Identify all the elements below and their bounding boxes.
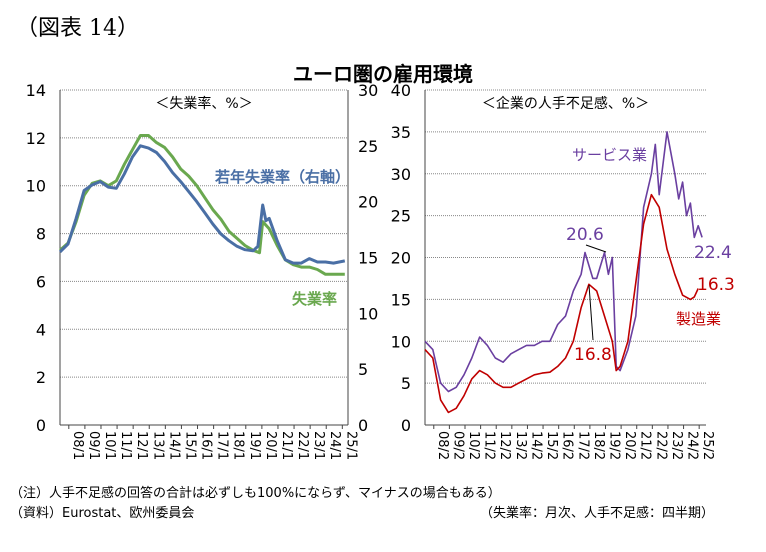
- manufacturing-label: 製造業: [676, 310, 721, 328]
- y-tick-label: 6: [36, 272, 46, 291]
- x-tick-label: 18/2: [591, 431, 606, 460]
- note-text: （注）人手不足感の回答の合計は必ずしも100%にならず、マイナスの場合もある）: [10, 486, 501, 501]
- series-line-0: [424, 131, 703, 393]
- x-tick-label: 09/1: [86, 431, 101, 460]
- y-tick-label: 25: [391, 207, 411, 226]
- x-tick-label: 24/1: [327, 431, 342, 460]
- y-right-tick-label: 0: [358, 416, 368, 435]
- y-tick-label: 5: [401, 374, 411, 393]
- x-tick-label: 22/2: [653, 431, 668, 460]
- x-tick-label: 08/2: [435, 431, 450, 460]
- x-tick-label: 09/2: [450, 431, 465, 460]
- y-tick-label: 2: [36, 368, 46, 387]
- source-text: （資料）Eurostat、欧州委員会: [10, 506, 195, 521]
- y-tick-label: 14: [26, 81, 46, 100]
- x-tick-label: 12/1: [134, 431, 149, 460]
- x-tick-label: 23/2: [669, 431, 684, 460]
- y-tick-label: 0: [36, 416, 46, 435]
- y-tick-label: 40: [391, 81, 411, 100]
- series-line-0: [58, 134, 345, 276]
- y-tick-label: 15: [391, 290, 411, 309]
- x-tick-label: 21/2: [638, 431, 653, 460]
- y-right-tick-label: 25: [358, 137, 378, 156]
- panel-title: ＜企業の人手不足感、%＞: [482, 95, 649, 112]
- series-line-1: [424, 193, 699, 414]
- x-tick-label: 12/2: [497, 431, 512, 460]
- x-tick-label: 16/2: [560, 431, 575, 460]
- y-right-tick-label: 10: [358, 304, 378, 323]
- x-tick-label: 13/1: [150, 431, 165, 460]
- x-tick-label: 15/1: [182, 431, 197, 460]
- chart-title: ユーロ圏の雇用環境: [293, 62, 473, 86]
- panel-title: ＜失業率、%＞: [155, 95, 252, 112]
- leader-line: [585, 244, 607, 253]
- x-tick-label: 21/1: [279, 431, 294, 460]
- x-tick-label: 25/1: [343, 431, 358, 460]
- x-tick-label: 10/1: [102, 431, 117, 460]
- y-tick-label: 4: [36, 320, 46, 339]
- x-tick-label: 20/1: [263, 431, 278, 460]
- x-tick-label: 16/1: [199, 431, 214, 460]
- x-tick-label: 17/1: [215, 431, 230, 460]
- y-tick-label: 30: [391, 165, 411, 184]
- x-tick-label: 22/1: [295, 431, 310, 460]
- y-right-tick-label: 15: [358, 249, 378, 268]
- y-right-tick-label: 5: [358, 360, 368, 379]
- services-label: サービス業: [572, 146, 647, 164]
- x-tick-label: 08/1: [70, 431, 85, 460]
- series-line-1: [58, 144, 346, 265]
- manufacturing-peak-value: 16.8: [574, 345, 612, 365]
- figure-label: （図表 14）: [16, 16, 139, 41]
- x-tick-label: 11/1: [118, 431, 133, 460]
- unemployment-label: 失業率: [292, 290, 337, 308]
- services-latest-value: 22.4: [694, 243, 732, 263]
- x-tick-label: 19/1: [247, 431, 262, 460]
- y-tick-label: 0: [401, 416, 411, 435]
- x-tick-label: 17/2: [575, 431, 590, 460]
- x-tick-label: 18/1: [231, 431, 246, 460]
- x-tick-label: 11/2: [482, 431, 497, 460]
- x-tick-label: 24/2: [685, 431, 700, 460]
- y-right-tick-label: 30: [358, 81, 378, 100]
- x-tick-label: 20/2: [622, 431, 637, 460]
- x-tick-label: 13/2: [513, 431, 528, 460]
- y-tick-label: 10: [391, 332, 411, 351]
- services-peak-value: 20.6: [566, 225, 604, 245]
- y-tick-label: 35: [391, 123, 411, 142]
- y-tick-label: 20: [391, 249, 411, 268]
- manufacturing-latest-value: 16.3: [697, 275, 735, 295]
- x-tick-label: 25/2: [700, 431, 715, 460]
- y-tick-label: 8: [36, 225, 46, 244]
- y-tick-label: 10: [26, 177, 46, 196]
- x-tick-label: 10/2: [466, 431, 481, 460]
- y-right-tick-label: 20: [358, 193, 378, 212]
- leader-line: [588, 284, 594, 341]
- x-tick-label: 15/2: [544, 431, 559, 460]
- x-tick-label: 14/1: [166, 431, 181, 460]
- y-tick-label: 12: [26, 129, 46, 148]
- x-tick-label: 23/1: [311, 431, 326, 460]
- x-tick-label: 14/2: [528, 431, 543, 460]
- frequency-text: （失業率：月次、人手不足感：四半期）: [480, 506, 715, 521]
- x-tick-label: 19/2: [607, 431, 622, 460]
- youth-unemployment-label: 若年失業率（右軸）: [214, 168, 350, 186]
